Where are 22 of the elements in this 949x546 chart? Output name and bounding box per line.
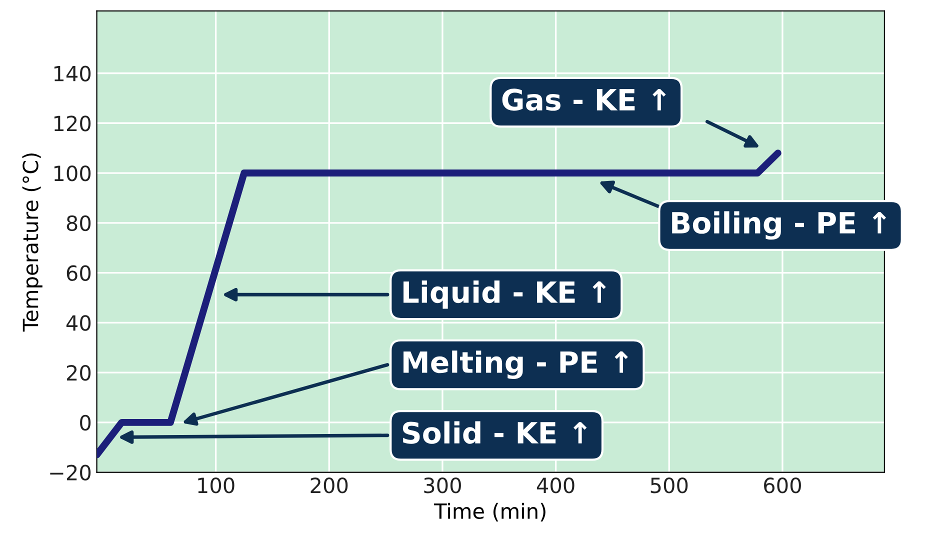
x-tick-label: 500 [650, 478, 688, 494]
x-tick-label: 200 [310, 478, 348, 494]
y-tick-label: 40 [66, 315, 91, 331]
annotation: Liquid - KE ↑ [404, 280, 606, 309]
y-tick-label: 140 [54, 66, 91, 82]
annotation: Melting - PE ↑ [404, 350, 628, 380]
x-tick-label: 300 [424, 478, 461, 494]
y-tick-label: 100 [54, 165, 91, 182]
annotation: Boiling - PE ↑ [672, 211, 886, 240]
y-axis-title: Temperature (°C) [22, 153, 42, 332]
y-tick-label: 120 [54, 116, 91, 132]
y-tick-label: 0 [80, 414, 91, 431]
annotation: Solid - KE ↑ [402, 421, 587, 444]
y-tick-label: −20 [50, 464, 91, 480]
x-axis-title: Time (min) [434, 502, 546, 522]
x-tick-label: 600 [764, 478, 801, 494]
x-tick-label: 100 [198, 478, 234, 494]
annotation: Gas - KE ↑ [502, 88, 666, 111]
y-tick-label: 80 [66, 215, 91, 232]
y-tick-label: 20 [66, 364, 91, 381]
x-tick-label: 400 [536, 478, 574, 494]
y-tick-label: 60 [66, 265, 91, 281]
